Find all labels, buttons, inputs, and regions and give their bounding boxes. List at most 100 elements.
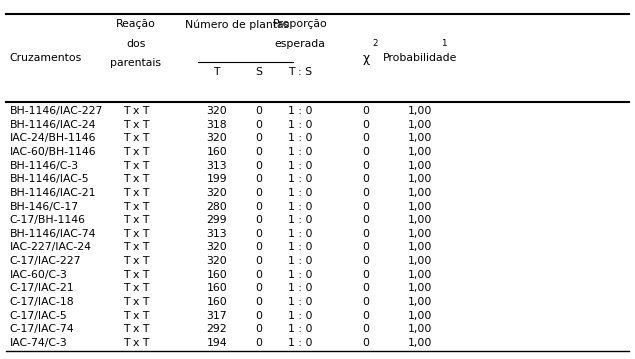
Text: 1 : 0: 1 : 0 [288,229,312,239]
Text: 280: 280 [206,201,227,211]
Text: 160: 160 [206,283,227,293]
Text: 1,00: 1,00 [408,215,432,225]
Text: 1 : 0: 1 : 0 [288,283,312,293]
Text: 0: 0 [363,229,370,239]
Text: 292: 292 [206,325,227,334]
Text: 1,00: 1,00 [408,120,432,130]
Text: 1 : 0: 1 : 0 [288,120,312,130]
Text: dos: dos [126,39,145,49]
Text: 0: 0 [255,174,262,184]
Text: C-17/IAC-74: C-17/IAC-74 [10,325,74,334]
Text: T x T: T x T [123,174,149,184]
Text: BH-1146/C-3: BH-1146/C-3 [10,160,79,171]
Text: 0: 0 [255,160,262,171]
Text: 1,00: 1,00 [408,229,432,239]
Text: BH-146/C-17: BH-146/C-17 [10,201,79,211]
Text: Número de plantas: Número de plantas [185,19,290,30]
Text: BH-1146/IAC-227: BH-1146/IAC-227 [10,106,103,116]
Text: 299: 299 [206,215,227,225]
Text: 1 : 0: 1 : 0 [288,106,312,116]
Text: 1,00: 1,00 [408,311,432,321]
Text: 320: 320 [206,106,227,116]
Text: IAC-60/C-3: IAC-60/C-3 [10,270,67,280]
Text: 1,00: 1,00 [408,297,432,307]
Text: 0: 0 [363,297,370,307]
Text: 320: 320 [206,133,227,143]
Text: 0: 0 [363,215,370,225]
Text: Cruzamentos: Cruzamentos [10,53,82,63]
Text: 160: 160 [206,297,227,307]
Text: 0: 0 [363,338,370,348]
Text: T x T: T x T [123,256,149,266]
Text: 1 : 0: 1 : 0 [288,174,312,184]
Text: 1 : 0: 1 : 0 [288,242,312,252]
Text: T x T: T x T [123,201,149,211]
Text: 313: 313 [206,229,227,239]
Text: 1 : 0: 1 : 0 [288,270,312,280]
Text: 0: 0 [255,120,262,130]
Text: T x T: T x T [123,120,149,130]
Text: 160: 160 [206,270,227,280]
Text: 0: 0 [363,325,370,334]
Text: BH-1146/IAC-21: BH-1146/IAC-21 [10,188,96,198]
Text: Probabilidade: Probabilidade [383,53,457,63]
Text: T x T: T x T [123,106,149,116]
Text: T x T: T x T [123,188,149,198]
Text: 1,00: 1,00 [408,283,432,293]
Text: 0: 0 [255,283,262,293]
Text: 1 : 0: 1 : 0 [288,215,312,225]
Text: 0: 0 [363,201,370,211]
Text: 1 : 0: 1 : 0 [288,325,312,334]
Text: T x T: T x T [123,215,149,225]
Text: 0: 0 [255,229,262,239]
Text: 1,00: 1,00 [408,338,432,348]
Text: 1,00: 1,00 [408,325,432,334]
Text: 0: 0 [255,325,262,334]
Text: 0: 0 [363,106,370,116]
Text: T x T: T x T [123,325,149,334]
Text: 313: 313 [206,160,227,171]
Text: 320: 320 [206,256,227,266]
Text: T x T: T x T [123,133,149,143]
Text: 0: 0 [255,297,262,307]
Text: T x T: T x T [123,297,149,307]
Text: IAC-60/BH-1146: IAC-60/BH-1146 [10,147,96,157]
Text: 160: 160 [206,147,227,157]
Text: 0: 0 [363,174,370,184]
Text: 0: 0 [255,256,262,266]
Text: 0: 0 [255,242,262,252]
Text: χ: χ [363,52,370,65]
Text: C-17/IAC-5: C-17/IAC-5 [10,311,67,321]
Text: 0: 0 [363,256,370,266]
Text: 0: 0 [255,147,262,157]
Text: T x T: T x T [123,160,149,171]
Text: 1,00: 1,00 [408,133,432,143]
Text: 0: 0 [363,160,370,171]
Text: 1,00: 1,00 [408,270,432,280]
Text: BH-1146/IAC-5: BH-1146/IAC-5 [10,174,89,184]
Text: BH-1146/IAC-24: BH-1146/IAC-24 [10,120,96,130]
Text: 0: 0 [255,201,262,211]
Text: T x T: T x T [123,311,149,321]
Text: 0: 0 [255,270,262,280]
Text: T x T: T x T [123,229,149,239]
Text: S: S [255,67,262,77]
Text: 1,00: 1,00 [408,106,432,116]
Text: 0: 0 [255,338,262,348]
Text: 318: 318 [206,120,227,130]
Text: 320: 320 [206,188,227,198]
Text: 1 : 0: 1 : 0 [288,188,312,198]
Text: 0: 0 [255,188,262,198]
Text: IAC-74/C-3: IAC-74/C-3 [10,338,67,348]
Text: 1,00: 1,00 [408,160,432,171]
Text: 0: 0 [363,311,370,321]
Text: T x T: T x T [123,242,149,252]
Text: 1 : 0: 1 : 0 [288,311,312,321]
Text: 2: 2 [373,39,378,48]
Text: 199: 199 [206,174,227,184]
Text: C-17/BH-1146: C-17/BH-1146 [10,215,86,225]
Text: 0: 0 [363,188,370,198]
Text: 0: 0 [363,242,370,252]
Text: 0: 0 [363,133,370,143]
Text: T x T: T x T [123,270,149,280]
